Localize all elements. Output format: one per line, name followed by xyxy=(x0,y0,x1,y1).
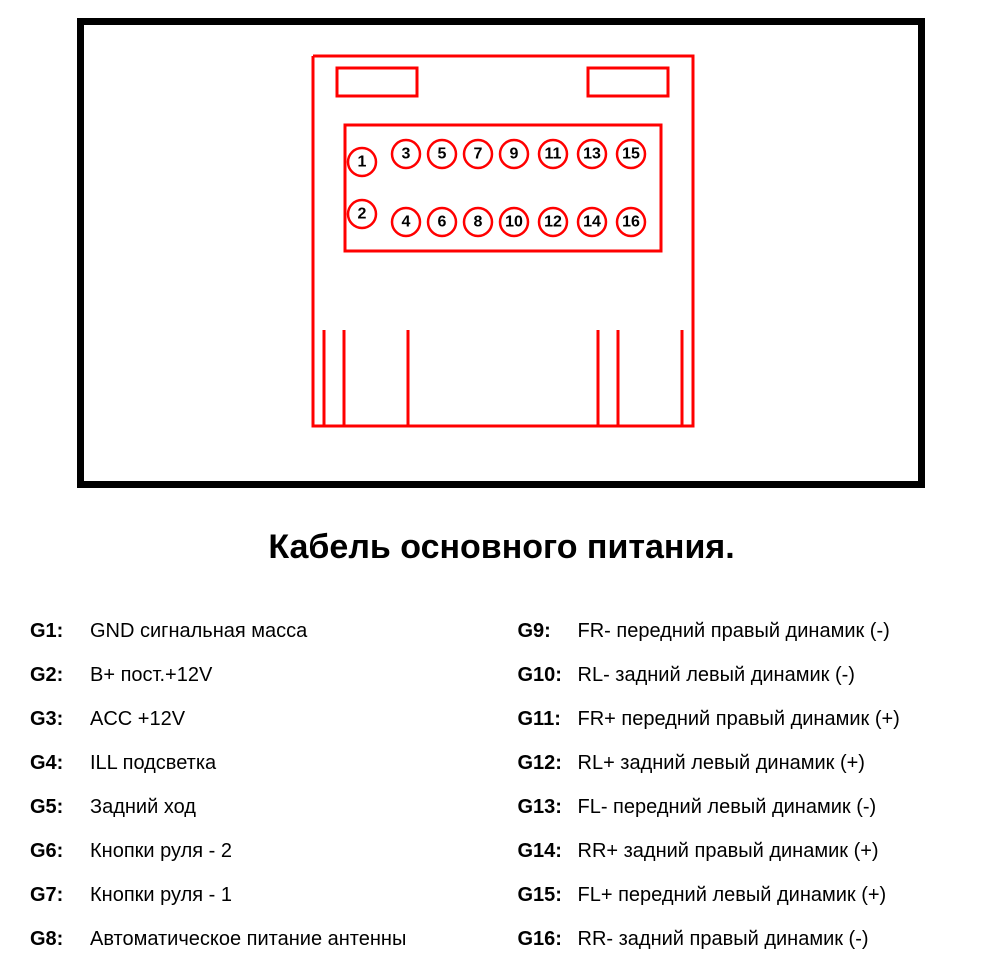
legend-column-1: G9:FR- передний правый динамик (-)G10:RL… xyxy=(518,620,976,951)
legend-row: G3:ACC +12V xyxy=(30,708,488,731)
pin-label-7: 7 xyxy=(474,146,483,163)
legend-value: ILL подсветка xyxy=(90,752,216,775)
legend-value: RR+ задний правый динамик (+) xyxy=(578,840,879,863)
pin-legend: G1:GND сигнальная массаG2:B+ пост.+12VG3… xyxy=(30,620,975,951)
legend-value: Кнопки руля - 1 xyxy=(90,884,232,907)
legend-key: G2: xyxy=(30,664,90,687)
legend-key: G1: xyxy=(30,620,90,643)
legend-key: G12: xyxy=(518,752,578,775)
legend-key: G14: xyxy=(518,840,578,863)
legend-value: B+ пост.+12V xyxy=(90,664,212,687)
legend-value: Задний ход xyxy=(90,796,196,819)
legend-value: RL+ задний левый динамик (+) xyxy=(578,752,865,775)
pin-label-4: 4 xyxy=(402,214,411,231)
legend-row: G11:FR+ передний правый динамик (+) xyxy=(518,708,976,731)
pin-label-9: 9 xyxy=(510,146,519,163)
legend-key: G4: xyxy=(30,752,90,775)
pin-label-5: 5 xyxy=(438,146,447,163)
legend-row: G16:RR- задний правый динамик (-) xyxy=(518,928,976,951)
pin-label-8: 8 xyxy=(474,214,483,231)
legend-row: G8:Автоматическое питание антенны xyxy=(30,928,488,951)
legend-key: G13: xyxy=(518,796,578,819)
legend-row: G4:ILL подсветка xyxy=(30,752,488,775)
legend-value: ACC +12V xyxy=(90,708,185,731)
legend-key: G10: xyxy=(518,664,578,687)
top-tab-1 xyxy=(588,68,668,96)
legend-row: G6:Кнопки руля - 2 xyxy=(30,840,488,863)
legend-key: G15: xyxy=(518,884,578,907)
connector-diagram: 12345678910111213141516 xyxy=(0,0,1003,500)
legend-value: FR- передний правый динамик (-) xyxy=(578,620,890,643)
pin-label-16: 16 xyxy=(622,214,640,231)
legend-key: G8: xyxy=(30,928,90,951)
legend-value: FR+ передний правый динамик (+) xyxy=(578,708,900,731)
legend-row: G10:RL- задний левый динамик (-) xyxy=(518,664,976,687)
pin-label-15: 15 xyxy=(622,146,640,163)
pin-label-11: 11 xyxy=(545,146,562,163)
legend-row: G5:Задний ход xyxy=(30,796,488,819)
legend-row: G2:B+ пост.+12V xyxy=(30,664,488,687)
pin-label-3: 3 xyxy=(402,146,411,163)
pin-label-10: 10 xyxy=(505,214,523,231)
legend-row: G12:RL+ задний левый динамик (+) xyxy=(518,752,976,775)
pin-label-13: 13 xyxy=(583,146,601,163)
legend-row: G1:GND сигнальная масса xyxy=(30,620,488,643)
legend-key: G5: xyxy=(30,796,90,819)
legend-value: GND сигнальная масса xyxy=(90,620,307,643)
legend-key: G11: xyxy=(518,708,578,731)
bottom-tab-1 xyxy=(598,330,682,426)
legend-value: FL+ передний левый динамик (+) xyxy=(578,884,887,907)
pin-label-6: 6 xyxy=(438,214,447,231)
legend-row: G7:Кнопки руля - 1 xyxy=(30,884,488,907)
legend-key: G6: xyxy=(30,840,90,863)
legend-row: G15:FL+ передний левый динамик (+) xyxy=(518,884,976,907)
legend-row: G9:FR- передний правый динамик (-) xyxy=(518,620,976,643)
pin-label-14: 14 xyxy=(583,214,601,231)
legend-column-0: G1:GND сигнальная массаG2:B+ пост.+12VG3… xyxy=(30,620,488,951)
legend-row: G14:RR+ задний правый динамик (+) xyxy=(518,840,976,863)
legend-key: G9: xyxy=(518,620,578,643)
legend-key: G3: xyxy=(30,708,90,731)
legend-row: G13:FL- передний левый динамик (-) xyxy=(518,796,976,819)
pin-label-12: 12 xyxy=(544,214,562,231)
title-block: Кабель основного питания. xyxy=(0,528,1003,567)
legend-value: Автоматическое питание антенны xyxy=(90,928,406,951)
top-tab-0 xyxy=(337,68,417,96)
pin-label-2: 2 xyxy=(358,206,367,223)
legend-value: Кнопки руля - 2 xyxy=(90,840,232,863)
connector-body xyxy=(313,56,693,426)
legend-key: G7: xyxy=(30,884,90,907)
page-title: Кабель основного питания. xyxy=(268,528,734,566)
legend-value: RL- задний левый динамик (-) xyxy=(578,664,855,687)
legend-value: RR- задний правый динамик (-) xyxy=(578,928,869,951)
legend-value: FL- передний левый динамик (-) xyxy=(578,796,877,819)
bottom-tab-0 xyxy=(324,330,408,426)
pin-label-1: 1 xyxy=(358,154,367,171)
legend-key: G16: xyxy=(518,928,578,951)
